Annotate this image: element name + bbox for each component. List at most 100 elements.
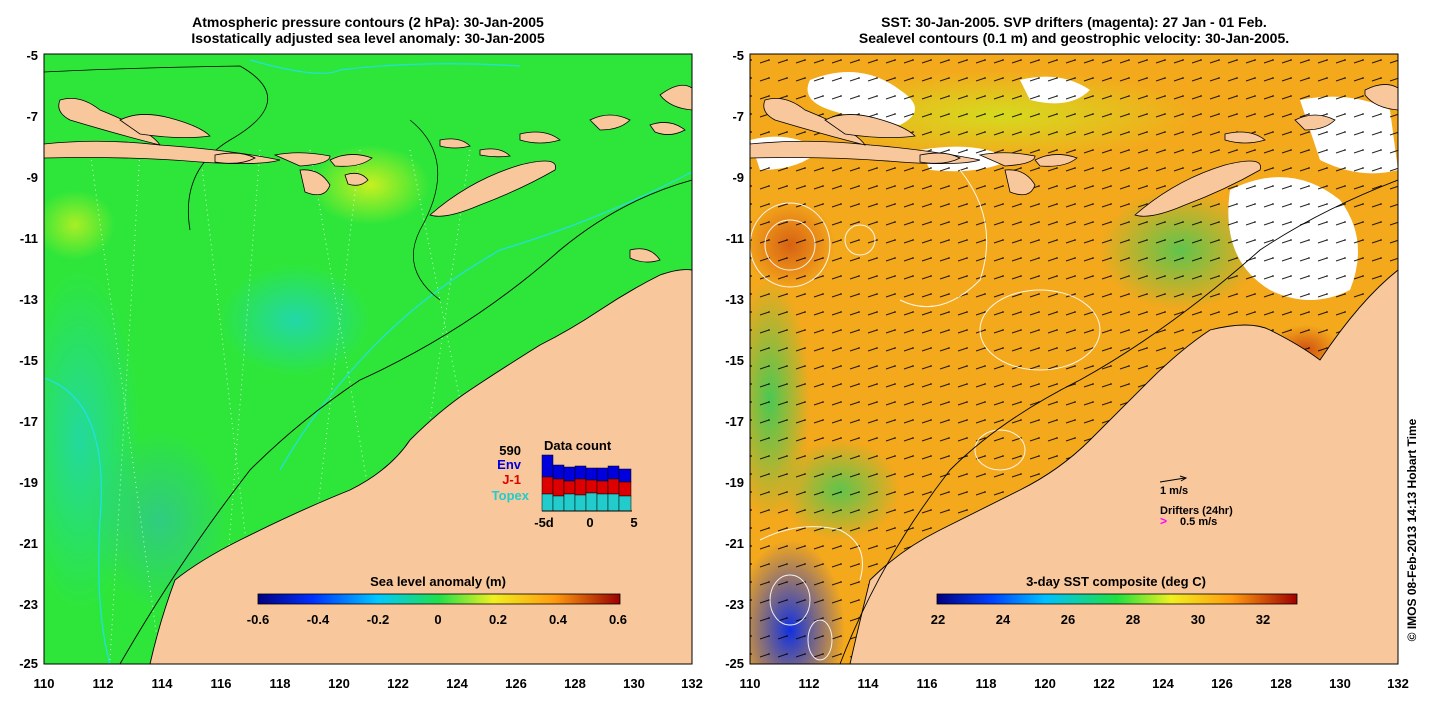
lon-tick: 110 — [34, 676, 55, 691]
lon-tick: 130 — [1329, 676, 1351, 691]
lat-tick: -5 — [732, 48, 744, 63]
data-count-topex-label: Topex — [492, 488, 530, 503]
left-y-axis: -5 -7 -9 -11 -13 -15 -17 -19 -21 -23 -25 — [19, 48, 38, 671]
lon-tick: 122 — [387, 676, 409, 691]
lon-tick: 118 — [270, 676, 291, 691]
sst-tick: 32 — [1256, 612, 1270, 627]
bathymetry-contour — [119, 179, 692, 664]
sst-colorbar-ticks: 22 24 26 28 30 32 — [931, 612, 1270, 627]
sst-tick: 24 — [996, 612, 1011, 627]
lon-tick: 126 — [1211, 676, 1233, 691]
lat-tick: -25 — [725, 656, 744, 671]
lon-tick: 124 — [1152, 676, 1174, 691]
lat-tick: -5 — [26, 48, 38, 63]
sla-colorbar-title: Sea level anomaly (m) — [370, 574, 506, 589]
lon-tick: 116 — [211, 676, 232, 691]
right-x-axis: 110 112 114 116 118 120 122 124 126 128 … — [740, 676, 1409, 691]
data-count-title: Data count — [544, 438, 612, 453]
sst-tick: 28 — [1126, 612, 1140, 627]
lat-tick: -7 — [26, 109, 38, 124]
right-title-line2: Sealevel contours (0.1 m) and geostrophi… — [858, 30, 1290, 46]
sla-tick: -0.4 — [307, 612, 330, 627]
lat-tick: -23 — [725, 597, 744, 612]
lon-tick: 128 — [1270, 676, 1292, 691]
left-map-frame — [43, 53, 693, 665]
sla-cyan-contour-1 — [44, 377, 111, 664]
sla-tick: -0.6 — [247, 612, 269, 627]
right-y-axis: -5 -7 -9 -11 -13 -15 -17 -19 -21 -23 -25 — [725, 48, 744, 671]
lon-tick: 120 — [1034, 676, 1056, 691]
data-count-histogram: Data count 590 Env J-1 Topex — [492, 438, 638, 530]
lat-tick: -13 — [725, 292, 744, 307]
imos-credit: © IMOS 08-Feb-2013 14:13 Hobart Time — [1405, 418, 1419, 641]
lon-tick: 110 — [740, 676, 761, 691]
drifters-speed-label: 0.5 m/s — [1180, 516, 1217, 528]
data-count-tick: -5d — [534, 515, 554, 530]
velocity-key-label: 1 m/s — [1160, 485, 1188, 497]
lon-tick: 124 — [446, 676, 468, 691]
lat-tick: -9 — [732, 170, 744, 185]
lon-tick: 126 — [505, 676, 527, 691]
lon-tick: 116 — [917, 676, 938, 691]
right-map-frame — [749, 53, 1399, 665]
lat-tick: -23 — [19, 597, 38, 612]
sla-low-center — [220, 265, 370, 375]
bathymetry-contour-right — [839, 179, 1398, 664]
lat-tick: -13 — [19, 292, 38, 307]
data-count-tick: 0 — [586, 515, 593, 530]
sla-low-south — [90, 430, 230, 610]
land-islands-right — [750, 84, 1398, 217]
sst-tick: 26 — [1061, 612, 1075, 627]
lat-tick: -21 — [725, 536, 744, 551]
sealevel-contours — [750, 169, 1101, 661]
left-map-title: Atmospheric pressure contours (2 hPa): 3… — [44, 14, 692, 46]
right-map — [750, 54, 1398, 664]
left-title-line2: Isostatically adjusted sea level anomaly… — [191, 30, 545, 46]
lon-tick: 112 — [93, 676, 114, 691]
drifters-key-label: Drifters (24hr) — [1160, 505, 1233, 517]
lon-tick: 128 — [564, 676, 586, 691]
sla-cyan-contour-4 — [249, 59, 521, 74]
lon-tick: 114 — [152, 676, 174, 691]
drifters-key: Drifters (24hr) > 0.5 m/s — [1160, 505, 1233, 528]
lon-tick: 120 — [328, 676, 350, 691]
sla-tick: 0 — [434, 612, 441, 627]
lon-tick: 122 — [1093, 676, 1115, 691]
sst-tick: 22 — [931, 612, 945, 627]
right-title-line1: SST: 30-Jan-2005. SVP drifters (magenta)… — [881, 14, 1267, 30]
right-map-title: SST: 30-Jan-2005. SVP drifters (magenta)… — [750, 14, 1398, 46]
lat-tick: -7 — [732, 109, 744, 124]
data-count-max: 590 — [499, 443, 521, 458]
lon-tick: 132 — [681, 676, 703, 691]
drifter-marker-icon: > — [1160, 514, 1167, 528]
sla-tick: 0.2 — [489, 612, 507, 627]
sla-tick: -0.2 — [367, 612, 389, 627]
data-count-j1-label: J-1 — [502, 472, 521, 487]
lat-tick: -15 — [19, 353, 38, 368]
sla-colorbar-ticks: -0.6 -0.4 -0.2 0 0.2 0.4 0.6 — [247, 612, 627, 627]
lon-tick: 118 — [976, 676, 997, 691]
pressure-contour-2 — [409, 119, 441, 301]
sst-colorbar[interactable] — [936, 593, 1298, 605]
sst-tick: 30 — [1191, 612, 1205, 627]
australia-mainland-left — [149, 269, 692, 664]
lat-tick: -25 — [19, 656, 38, 671]
lat-tick: -21 — [19, 536, 38, 551]
sla-tick: 0.4 — [549, 612, 568, 627]
lat-tick: -17 — [725, 414, 744, 429]
sst-colorbar-title: 3-day SST composite (deg C) — [1026, 574, 1206, 589]
data-count-tick: 5 — [630, 515, 637, 530]
lon-tick: 112 — [799, 676, 820, 691]
left-x-axis: 110 112 114 116 118 120 122 124 126 128 … — [34, 676, 703, 691]
sla-cyan-contour-5 — [279, 171, 692, 471]
lat-tick: -15 — [725, 353, 744, 368]
lat-tick: -11 — [20, 231, 38, 246]
velocity-key: 1 m/s — [1159, 475, 1188, 497]
sla-tick: 0.6 — [609, 612, 627, 627]
lat-tick: -9 — [26, 170, 38, 185]
lat-tick: -11 — [726, 231, 744, 246]
sla-high-west — [44, 190, 115, 260]
sla-colorbar[interactable] — [257, 593, 621, 605]
lon-tick: 114 — [858, 676, 880, 691]
